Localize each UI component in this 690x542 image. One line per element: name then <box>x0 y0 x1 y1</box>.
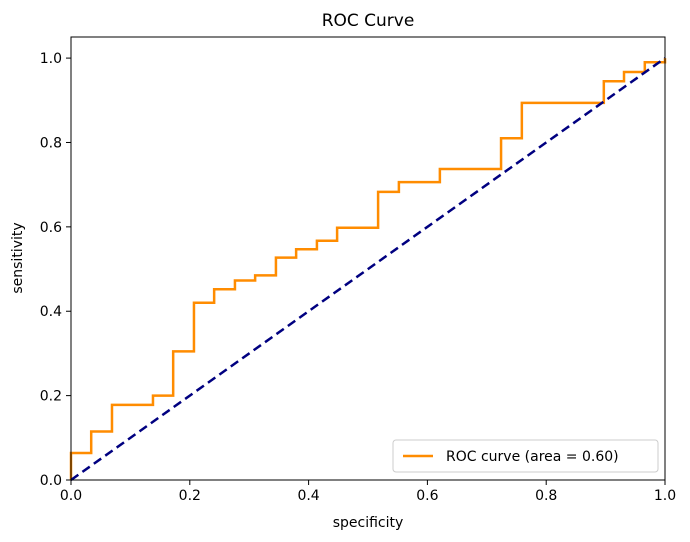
chart-title: ROC Curve <box>322 11 415 31</box>
x-tick-label: 0.0 <box>60 488 82 504</box>
series-layer <box>69 57 667 482</box>
x-tick-label: 1.0 <box>654 488 676 504</box>
x-axis-label: specificity <box>333 515 404 531</box>
x-tick-label: 0.2 <box>179 488 201 504</box>
legend: ROC curve (area = 0.60) <box>392 439 659 473</box>
plot-frame <box>70 36 666 481</box>
y-tick-label: 0.6 <box>40 220 62 236</box>
legend-box <box>392 439 659 473</box>
y-axis-label: sensitivity <box>10 222 26 293</box>
x-tick-label: 0.6 <box>416 488 438 504</box>
roc-curve-line <box>69 58 667 480</box>
y-axis-ticks: 0.0 0.2 0.4 0.6 0.8 1.0 <box>40 51 71 489</box>
x-axis-ticks: 0.0 0.2 0.4 0.6 0.8 1.0 <box>60 480 676 504</box>
y-tick-label: 0.0 <box>40 473 62 489</box>
x-tick-label: 0.8 <box>535 488 557 504</box>
x-tick-label: 0.4 <box>297 488 319 504</box>
y-tick-label: 1.0 <box>40 51 62 67</box>
y-tick-label: 0.4 <box>40 304 62 320</box>
y-tick-label: 0.8 <box>40 135 62 151</box>
y-tick-label: 0.2 <box>40 389 62 405</box>
plot-background <box>71 37 665 480</box>
legend-label-roc: ROC curve (area = 0.60) <box>446 449 619 465</box>
diagonal-reference-line <box>70 57 666 482</box>
